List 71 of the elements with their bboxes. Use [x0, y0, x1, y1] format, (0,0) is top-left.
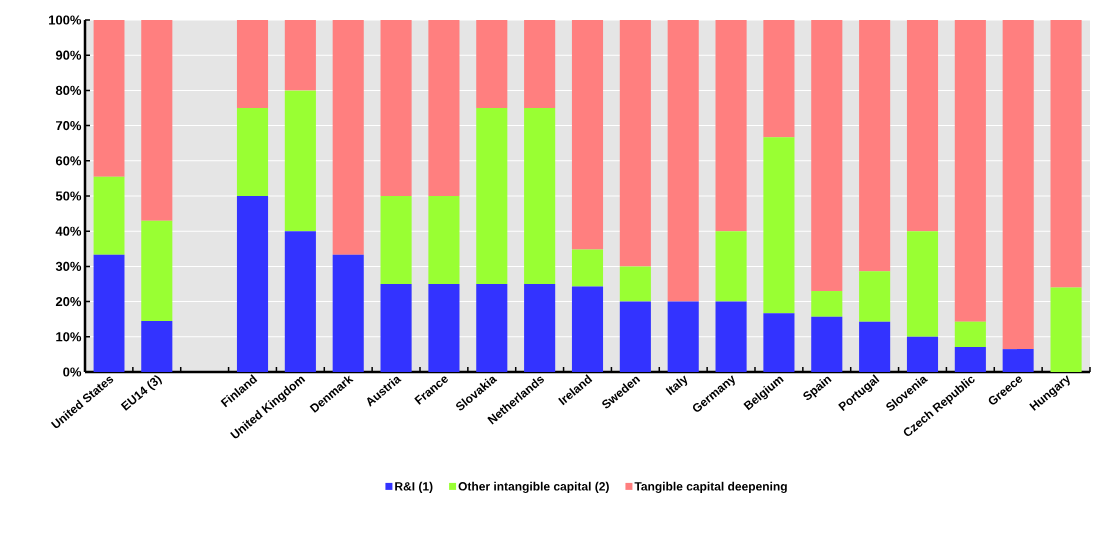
bar: [524, 20, 556, 108]
y-tick-label: 20%: [55, 297, 82, 307]
bar: [619, 266, 651, 302]
bar: [93, 176, 125, 255]
bar: [619, 20, 651, 267]
bar: [476, 284, 508, 372]
legend-label: Other intangible capital (2): [458, 481, 609, 494]
bar: [284, 90, 316, 232]
bar: [906, 336, 939, 372]
bar: [763, 137, 795, 314]
x-tick-label: Italy: [665, 375, 688, 396]
bar: [954, 20, 986, 322]
bar: [332, 254, 364, 372]
y-tick-label: 90%: [55, 50, 82, 60]
bar: [954, 347, 986, 372]
bar: [667, 20, 699, 302]
y-tick-label: 100%: [49, 15, 82, 25]
bar: [380, 196, 412, 284]
y-tick-label: 30%: [55, 261, 82, 272]
bar: [380, 20, 412, 196]
y-tick-label: 70%: [56, 121, 82, 131]
bar: [380, 284, 412, 372]
bar: [715, 231, 747, 302]
bar: [906, 231, 939, 337]
bar: [811, 20, 843, 292]
bar: [1002, 20, 1034, 350]
bar: [715, 301, 747, 372]
bar: [906, 20, 939, 232]
y-tick-label: 0%: [63, 367, 82, 377]
bar: [763, 20, 795, 138]
bar: [811, 291, 843, 317]
y-tick-label: 50%: [55, 191, 82, 201]
bar: [1050, 287, 1082, 372]
y-tick-label: 60%: [55, 156, 82, 166]
y-tick-label: 80%: [55, 85, 82, 95]
bar: [715, 20, 747, 232]
bar: [524, 108, 556, 284]
bar: [284, 231, 316, 372]
bar: [428, 20, 460, 196]
bar: [859, 20, 891, 272]
bar: [571, 286, 604, 372]
bar: [236, 20, 269, 108]
bar: [236, 108, 269, 196]
bar: [619, 301, 651, 372]
bar: [954, 321, 986, 348]
bar: [141, 320, 173, 372]
legend-label: Tangible capital deepening: [634, 481, 787, 494]
bar: [524, 284, 556, 372]
bar: [141, 220, 173, 321]
bar: [284, 20, 316, 91]
bar: [332, 20, 364, 255]
bar: [428, 284, 460, 372]
bar: [476, 108, 508, 284]
bar: [859, 271, 891, 322]
y-tick-label: 10%: [56, 332, 82, 342]
y-tick-label: 40%: [55, 226, 82, 236]
bar: [428, 196, 460, 284]
bar: [93, 20, 125, 177]
legend-label: R&I (1): [395, 481, 433, 493]
bar: [571, 249, 604, 287]
bar: [476, 20, 508, 108]
bar: [811, 316, 843, 372]
bar: [1050, 20, 1082, 288]
bar: [667, 301, 699, 372]
bar: [236, 196, 269, 372]
bar: [93, 254, 125, 372]
bar: [141, 20, 173, 221]
bar: [571, 20, 604, 250]
bar: [763, 313, 795, 372]
bar: [1002, 349, 1034, 372]
bar: [859, 321, 891, 372]
